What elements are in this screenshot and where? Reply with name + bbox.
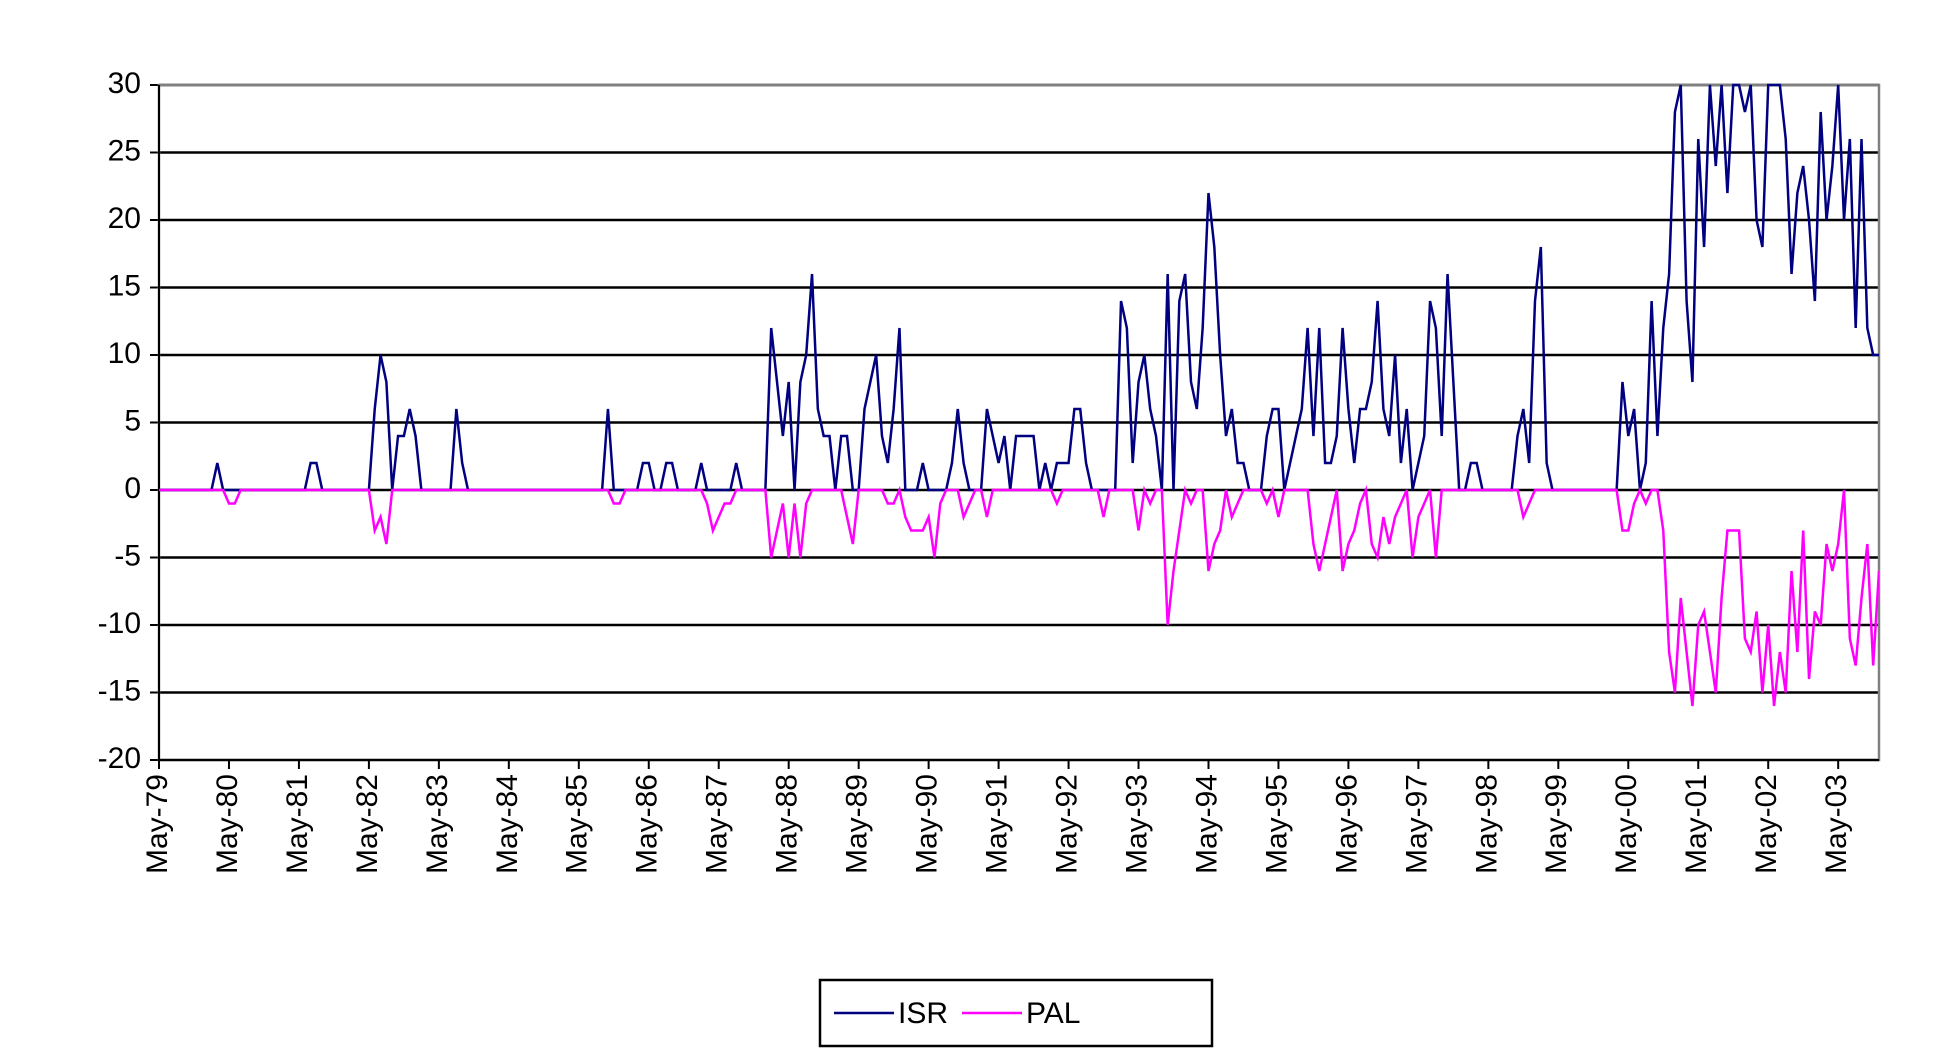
x-tick-label: May-83 — [421, 774, 454, 874]
x-tick-label: May-90 — [911, 774, 944, 874]
x-tick-label: May-81 — [281, 774, 314, 874]
x-tick-label: May-02 — [1750, 774, 1783, 874]
y-tick-label: 5 — [124, 404, 141, 437]
y-tick-label: -5 — [114, 539, 141, 572]
y-tick-label: 15 — [108, 269, 141, 302]
x-tick-label: May-88 — [771, 774, 804, 874]
x-tick-label: May-85 — [561, 774, 594, 874]
x-tick-label: May-96 — [1330, 774, 1363, 874]
x-tick-label: May-00 — [1610, 774, 1643, 874]
y-tick-label: 20 — [108, 202, 141, 235]
x-tick-label: May-86 — [631, 774, 664, 874]
x-tick-label: May-87 — [701, 774, 734, 874]
y-tick-label: -15 — [98, 674, 141, 707]
x-tick-label: May-80 — [211, 774, 244, 874]
x-tick-label: May-93 — [1120, 774, 1153, 874]
x-tick-label: May-97 — [1400, 774, 1433, 874]
y-tick-label: 30 — [108, 67, 141, 100]
x-tick-label: May-01 — [1680, 774, 1713, 874]
x-tick-label: May-79 — [141, 774, 174, 874]
x-tick-label: May-95 — [1260, 774, 1293, 874]
y-tick-label: 25 — [108, 134, 141, 167]
x-tick-label: May-99 — [1540, 774, 1573, 874]
y-tick-label: 0 — [124, 472, 141, 505]
series-line — [159, 485, 1879, 707]
legend-label: ISR — [898, 997, 948, 1030]
x-tick-label: May-03 — [1820, 774, 1853, 874]
y-tick-label: -20 — [98, 742, 141, 775]
x-tick-label: May-98 — [1470, 774, 1503, 874]
x-tick-label: May-82 — [351, 774, 384, 874]
x-tick-label: May-91 — [981, 774, 1014, 874]
x-tick-label: May-89 — [841, 774, 874, 874]
x-tick-label: May-84 — [491, 774, 524, 874]
y-tick-label: -10 — [98, 607, 141, 640]
x-tick-label: May-94 — [1190, 774, 1223, 874]
x-tick-label: May-92 — [1050, 774, 1083, 874]
legend-label: PAL — [1026, 997, 1080, 1030]
y-tick-label: 10 — [108, 337, 141, 370]
